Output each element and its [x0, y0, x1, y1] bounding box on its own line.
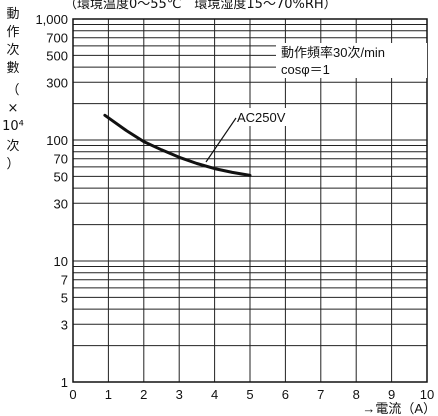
y-tick-label: 500: [46, 48, 68, 63]
y-tick-labels: 1 3 5 7 10 30 50 70 100 300 500 700 1,000: [35, 12, 68, 390]
y-tick-label: 3: [61, 317, 68, 332]
y-tick-label: 30: [54, 196, 68, 211]
x-tick-label: 3: [176, 387, 183, 402]
x-tick-label: 8: [353, 387, 360, 402]
series-label-ac250v: AC250V: [237, 110, 286, 125]
y-tick-label: 700: [46, 31, 68, 46]
y-axis-label-char: 作: [6, 25, 19, 40]
series-label-leader: [205, 117, 237, 163]
note-box-frame: [276, 43, 427, 78]
series-line-ac250v: [103, 113, 252, 177]
y-tick-label: 50: [54, 169, 68, 184]
y-tick-label: 7: [61, 273, 68, 288]
note-box-line-1: 動作頻率30次/min: [281, 45, 385, 60]
y-tick-label: 5: [61, 290, 68, 305]
y-axis-label-char: 動: [6, 7, 19, 22]
y-axis-label-char: 10⁴: [2, 119, 24, 134]
y-axis-label-char: ×: [8, 101, 19, 116]
y-tick-label: 100: [46, 133, 68, 148]
y-axis-label-char: 次: [6, 138, 19, 154]
y-tick-label: 70: [54, 152, 68, 167]
y-tick-label: 10: [54, 254, 68, 269]
grid: [73, 19, 427, 382]
x-tick-label: 5: [246, 387, 253, 402]
y-axis-label-char: ）: [6, 157, 19, 172]
x-tick-labels: 0 1 2 3 4 5 6 7 8 9 10: [69, 387, 434, 402]
x-tick-label: 1: [105, 387, 112, 402]
x-tick-label: 9: [388, 387, 395, 402]
series-layer: [103, 113, 252, 177]
x-axis-label: →電流（A）: [362, 401, 436, 416]
x-tick-label: 0: [69, 387, 76, 402]
y-tick-label: 1,000: [35, 12, 68, 27]
y-tick-label: 1: [61, 375, 68, 390]
y-axis-label-char: （: [6, 83, 19, 98]
y-tick-label: 300: [46, 75, 68, 90]
x-tick-label: 7: [317, 387, 324, 402]
note-box-line-2: cosφ＝1: [281, 62, 330, 77]
note-box: 動作頻率30次/min cosφ＝1: [276, 43, 427, 78]
series-label-bg: [233, 108, 305, 126]
y-axis-label-char: 數: [6, 61, 19, 76]
y-axis-label-char: 次: [6, 42, 19, 58]
x-tick-label: 2: [140, 387, 147, 402]
x-tick-label: 4: [211, 387, 218, 402]
chart-top-note: （環境温度0〜55℃ 環境湿度15〜70%RH）: [64, 0, 337, 12]
plot-frame: [72, 18, 428, 383]
x-tick-label: 10: [420, 387, 434, 402]
x-tick-label: 6: [282, 387, 289, 402]
